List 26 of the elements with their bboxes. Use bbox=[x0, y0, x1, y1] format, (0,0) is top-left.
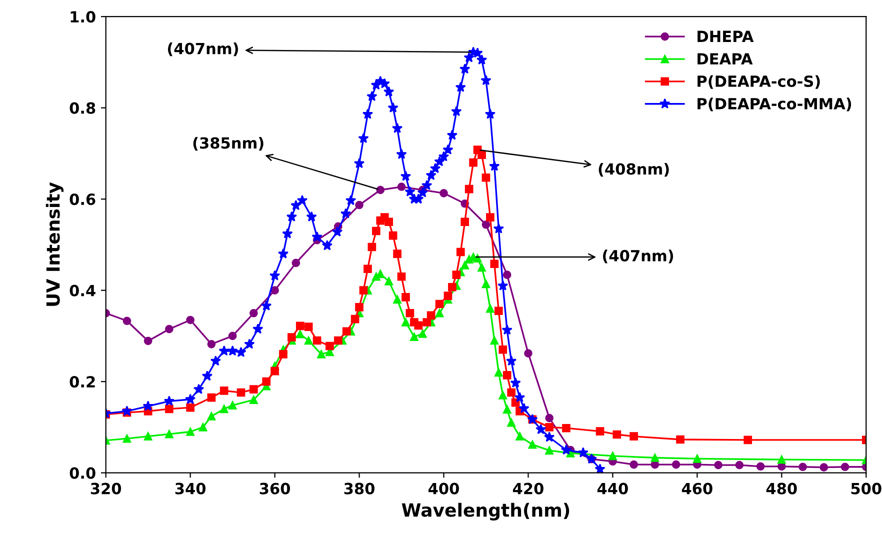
x-tick-label: 480 bbox=[766, 482, 797, 494]
legend-label: DHEPA bbox=[698, 30, 754, 42]
legend-label: DEAPA bbox=[698, 53, 753, 64]
y-tick-label: 0.2 bbox=[70, 376, 95, 388]
x-tick-label: 340 bbox=[175, 482, 206, 494]
x-tick-label: 460 bbox=[682, 482, 712, 494]
y-tick-label: 0.6 bbox=[70, 194, 96, 206]
annotation: (408nm) bbox=[598, 162, 669, 177]
x-tick-label: 500 bbox=[851, 482, 882, 494]
y-axis-title: UV Intensity bbox=[46, 182, 64, 306]
annotation: (407nm) bbox=[603, 250, 674, 264]
y-tick-label: 0.4 bbox=[70, 284, 96, 296]
y-tick-label: 0.8 bbox=[70, 102, 96, 114]
legend-label: P(DEAPA-co-MMA) bbox=[698, 98, 852, 112]
x-axis-title: Wavelength(nm) bbox=[402, 502, 570, 520]
y-tick-label: 0.0 bbox=[70, 467, 96, 479]
x-tick-label: 320 bbox=[90, 482, 122, 494]
x-tick-label: 440 bbox=[597, 482, 628, 494]
annotation: (385nm) bbox=[193, 136, 264, 151]
x-tick-label: 380 bbox=[344, 482, 374, 494]
x-tick-label: 360 bbox=[260, 482, 290, 494]
legend-label: P(DEAPA-co-S) bbox=[698, 75, 820, 89]
x-tick-label: 420 bbox=[512, 482, 544, 494]
x-tick-label: 400 bbox=[428, 482, 459, 494]
annotation: (407nm) bbox=[168, 42, 238, 56]
y-tick-label: 1.0 bbox=[70, 11, 96, 23]
